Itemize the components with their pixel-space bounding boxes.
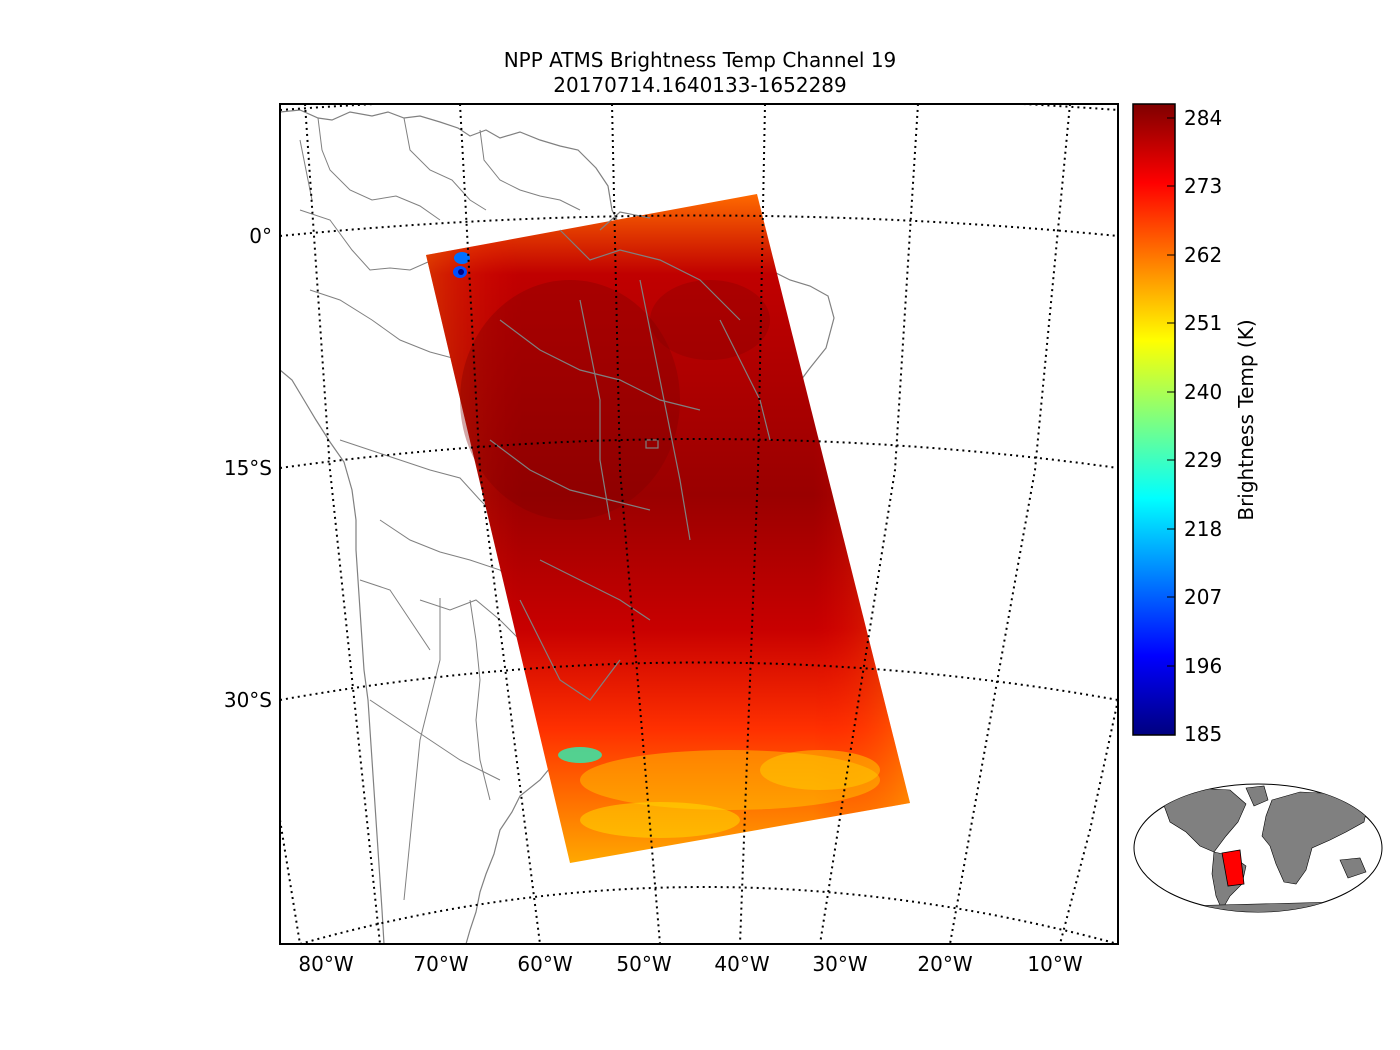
lon-label-30w: 30°W — [812, 952, 868, 976]
country-borders — [299, 117, 581, 901]
colorbar-label: Brightness Temp (K) — [1234, 319, 1258, 521]
colorbar-ticks — [1167, 117, 1175, 667]
lon-label-50w: 50°W — [616, 952, 672, 976]
pacific-coastline — [280, 369, 385, 944]
colorbar-tick-273: 273 — [1184, 174, 1223, 198]
graticule-meridians — [280, 104, 1118, 944]
colorbar-tick-262: 262 — [1184, 243, 1223, 267]
plot-subtitle: 20170714.1640133-1652289 — [553, 73, 847, 97]
lon-label-70w: 70°W — [413, 952, 469, 976]
inset-north-america — [1161, 787, 1247, 853]
lon-label-60w: 60°W — [517, 952, 573, 976]
colorbar-tick-218: 218 — [1184, 517, 1223, 541]
lon-label-40w: 40°W — [714, 952, 770, 976]
plot-title: NPP ATMS Brightness Temp Channel 19 — [503, 48, 897, 72]
swath-overlay — [426, 194, 910, 863]
inset-globe — [1133, 783, 1383, 913]
brazil-state-borders — [489, 211, 771, 701]
colorbar — [1132, 103, 1176, 736]
colorbar-tick-185: 185 — [1184, 722, 1223, 746]
lon-label-80w: 80°W — [298, 952, 354, 976]
map-frame — [279, 103, 1119, 945]
lon-label-10w: 10°W — [1027, 952, 1083, 976]
inset-greenland — [1245, 785, 1269, 807]
inset-antarctica — [1179, 901, 1341, 912]
colorbar-tick-196: 196 — [1184, 654, 1223, 678]
colorbar-tick-251: 251 — [1184, 311, 1223, 335]
lon-label-20w: 20°W — [917, 952, 973, 976]
colorbar-tick-240: 240 — [1184, 380, 1223, 404]
colorbar-tick-229: 229 — [1184, 448, 1223, 472]
colorbar-tick-207: 207 — [1184, 585, 1223, 609]
lat-label-0: 0° — [249, 224, 272, 248]
inset-australia — [1339, 857, 1367, 879]
lat-label-30s: 30°S — [223, 688, 272, 712]
lat-label-15s: 15°S — [223, 456, 272, 480]
map-area — [280, 104, 1118, 944]
inset-swath — [1221, 849, 1245, 887]
colorbar-tick-284: 284 — [1184, 106, 1223, 130]
